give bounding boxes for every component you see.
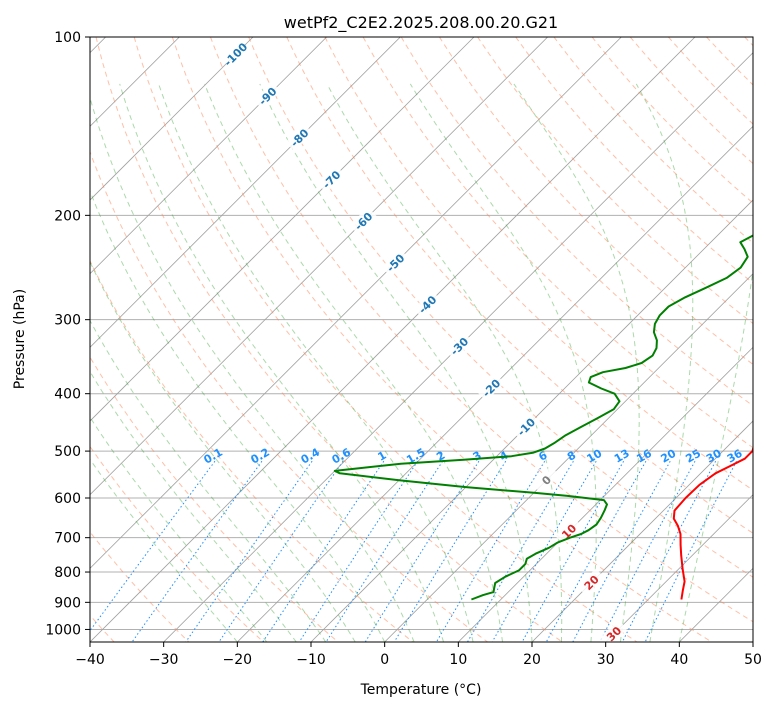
mixing-ratio-line [262, 460, 385, 642]
isotherm-line [90, 37, 622, 569]
dry-adiabat-line [591, 37, 753, 204]
dry-adiabat-line [400, 37, 753, 407]
dry-adiabat-line [362, 37, 753, 449]
isotherm-line [605, 494, 753, 642]
isotherm-line [90, 37, 548, 496]
isotherm-line [384, 273, 753, 642]
mixing-ratio-line [393, 460, 507, 642]
isotherm-label-bg [445, 332, 473, 360]
moist-adiabat-line [326, 83, 563, 642]
mixing-ratio-line [572, 460, 671, 642]
mixing-ratio-line [325, 460, 444, 642]
isotherm-line [90, 37, 254, 201]
x-tick-label: −20 [223, 652, 253, 668]
temperature-profile-line [672, 445, 753, 600]
isotherm-label-bg [512, 412, 540, 441]
isotherm-label-bg [253, 81, 282, 110]
dry-adiabat-line [90, 531, 190, 642]
dry-adiabat-line [515, 37, 753, 284]
y-tick-label: 500 [54, 444, 81, 460]
moist-adiabat-line [678, 83, 753, 642]
y-tick-label: 800 [54, 565, 81, 581]
y-tick-label: 900 [54, 595, 81, 611]
isotherm-line [531, 420, 753, 642]
dry-adiabat-line [438, 37, 753, 366]
isotherm-label-bg [532, 466, 560, 494]
x-axis-title: Temperature (°C) [360, 682, 482, 698]
dry-adiabat-line [90, 259, 414, 642]
y-tick-label: 600 [54, 491, 81, 507]
isotherm-label-bg [349, 207, 377, 235]
moist-adiabat-line [158, 83, 474, 642]
isotherm-line [90, 37, 475, 422]
mixing-ratio-line [298, 460, 419, 642]
isotherm-label-bg [285, 123, 313, 152]
axes: −40 −30 −20 −10 0 10 20 30 40 50 100 200 300 400 500 60… [45, 30, 762, 668]
dry-adiabat-line [95, 37, 563, 642]
mixing-ratio-line [218, 460, 344, 642]
x-tick-label: 0 [380, 652, 389, 668]
mixing-ratio-line [599, 460, 696, 642]
mixing-ratio-line [435, 460, 546, 642]
dry-adiabat-line [210, 37, 753, 623]
y-tick-label: 700 [54, 531, 81, 547]
mixing-ratio-line [185, 460, 313, 642]
dry-adiabat-line [629, 37, 753, 165]
y-tick-label: 200 [54, 208, 81, 224]
x-tick-label: 50 [744, 652, 762, 668]
isotherm-line [90, 37, 327, 275]
mixing-ratio-line [90, 460, 216, 632]
isotherm-label-bg [381, 248, 409, 277]
isotherm-label-bg [577, 568, 605, 597]
isotherm-label-bg [599, 619, 628, 642]
y-tick-label: 300 [54, 313, 81, 329]
dry-adiabat-line [90, 445, 264, 642]
mixing-ratio-line [644, 460, 737, 642]
chart-title: wetPf2_C2E2.2025.208.00.20.G21 [284, 13, 558, 33]
isotherm-label-bg [554, 517, 583, 545]
mixing-ratio-line [364, 460, 480, 642]
x-tick-label: 30 [597, 652, 615, 668]
plot-area: 0.1 0.2 0.4 0.6 1 1.5 2 3 4 6 8 10 13 16 20 25 30 36-100-… [90, 37, 753, 642]
moist-adiabat-line [90, 260, 356, 642]
isotherm-line [310, 199, 753, 642]
isotherm-label-bg [317, 165, 345, 193]
isotherm-line [90, 37, 696, 642]
y-tick-label: 400 [54, 387, 81, 403]
plot-frame [89, 36, 754, 643]
moist-adiabat-line [204, 83, 503, 642]
dry-adiabat-line [133, 37, 638, 642]
isotherm-label-bg [221, 40, 250, 68]
x-tick-label: 40 [670, 652, 688, 668]
y-tick-label: 100 [54, 30, 81, 46]
moist-adiabat-line [90, 96, 415, 642]
y-axis-title: Pressure (hPa) [12, 289, 28, 389]
moist-adiabat-line [513, 83, 640, 642]
moist-adiabat-line [90, 319, 327, 642]
x-tick-label: −40 [75, 652, 105, 668]
y-tick-label: 1000 [45, 622, 81, 638]
isotherm-line [237, 125, 753, 642]
moist-adiabat-line [90, 189, 386, 642]
x-tick-label: 10 [449, 652, 467, 668]
dewpoint-profile-line [333, 234, 753, 601]
dry-adiabat-line [477, 37, 753, 325]
x-tick-label: −30 [149, 652, 179, 668]
isotherm-label-bg [413, 290, 441, 318]
x-tick-label: 20 [523, 652, 541, 668]
x-tick-label: −10 [296, 652, 326, 668]
isotherm-label-bg [477, 373, 505, 402]
moist-adiabat-line [409, 83, 597, 642]
mixing-ratio-line [545, 460, 647, 642]
